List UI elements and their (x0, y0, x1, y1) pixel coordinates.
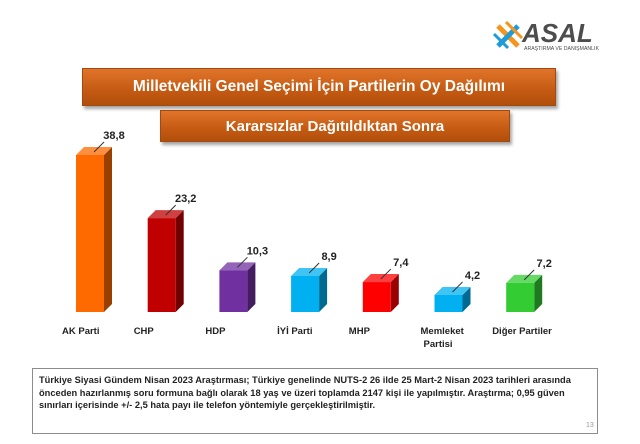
x-tick-label: AK Parti (62, 326, 99, 337)
label-leader (308, 262, 320, 274)
value-label: 8,9 (321, 251, 336, 263)
bar (362, 282, 391, 312)
value-label: 4,2 (465, 270, 480, 282)
label-leader (452, 281, 463, 293)
bar-top (506, 274, 543, 283)
logo-name: ASAL (521, 18, 593, 48)
bar (147, 218, 176, 312)
value-label: 10,3 (247, 245, 268, 257)
bar-top (76, 147, 112, 155)
page-number: 13 (586, 422, 594, 429)
bar-side (390, 274, 399, 312)
bar (434, 295, 463, 312)
bar-side (462, 287, 471, 312)
x-tick-label: Diğer Partiler (492, 326, 552, 337)
footnote-line: önceden hazırlanmış soru formuna bağlı o… (39, 387, 565, 398)
bar-side (104, 147, 112, 312)
bar-top (219, 262, 256, 271)
label-leader (523, 269, 535, 281)
x-tick-label: İYİ Parti (277, 326, 312, 337)
label-leader (237, 256, 248, 268)
value-label: 38,8 (103, 130, 124, 142)
bar-side (534, 274, 543, 312)
bar-top (434, 287, 471, 296)
label-leader (93, 141, 105, 153)
logo-tagline: ARAŞTIRMA VE DANIŞMANLIK (524, 46, 599, 52)
label-leader (380, 268, 392, 280)
chart-title: Milletvekili Genel Seçimi İçin Partileri… (82, 68, 556, 106)
x-tick-label: MHP (349, 326, 371, 337)
bar (76, 155, 104, 312)
logo-icon (492, 20, 524, 50)
label-leader (165, 204, 177, 216)
x-tick-label: Memleket (421, 326, 465, 337)
bar (291, 275, 320, 312)
value-label: 23,2 (175, 193, 196, 205)
x-tick-label: HDP (205, 326, 226, 337)
x-tick-label: CHP (134, 326, 155, 337)
bar-top (291, 267, 328, 276)
bar-side (319, 267, 328, 312)
footnote: Türkiye Siyasi Gündem Nisan 2023 Araştır… (32, 368, 598, 434)
x-tick-label: Partisi (424, 339, 453, 350)
bar (506, 282, 535, 312)
bar-top (147, 210, 184, 219)
footnote-line: sınırları içerisinde +/- 2,5 hata payı i… (39, 400, 376, 410)
bar (219, 270, 248, 312)
bar-side (247, 262, 256, 312)
bar-top (362, 274, 399, 283)
footnote-line: Türkiye Siyasi Gündem Nisan 2023 Araştır… (39, 375, 571, 385)
chart-subtitle: Kararsızlar Dağıtıldıktan Sonra (160, 110, 510, 142)
value-label: 7,4 (393, 257, 409, 269)
bar-side (175, 210, 184, 312)
value-label: 7,2 (537, 258, 552, 270)
